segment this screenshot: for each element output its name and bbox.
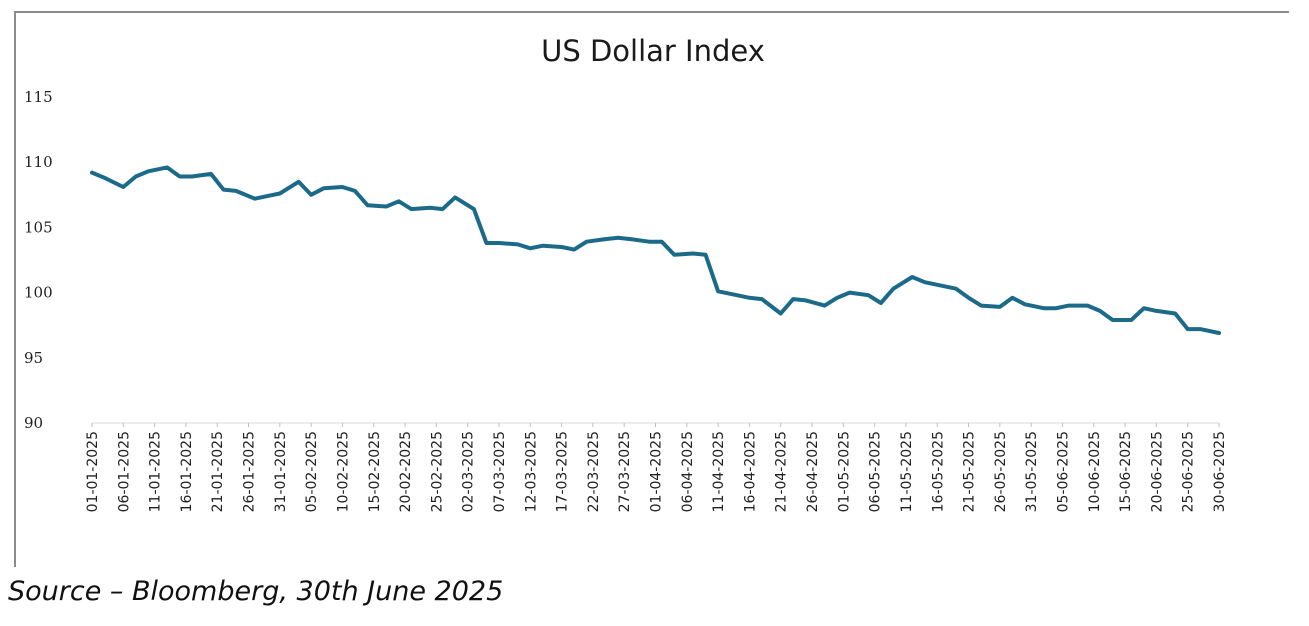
y-tick-label: 105: [24, 218, 53, 236]
chart-frame: US Dollar Index 90 95 100 105 110 115 01-01-2…: [14, 11, 1289, 567]
chart-title: US Dollar Index: [541, 34, 765, 68]
x-tick-label: 16-01-2025: [179, 431, 195, 512]
x-tick-label: 15-02-2025: [367, 431, 383, 512]
x-tick-label: 01-04-2025: [649, 431, 665, 512]
x-tick-label: 16-04-2025: [742, 431, 758, 512]
x-tick-label: 25-02-2025: [429, 431, 445, 512]
x-tick-label: 31-05-2025: [1024, 431, 1040, 512]
x-tick-label: 11-04-2025: [711, 431, 727, 512]
y-tick-label: 110: [24, 153, 53, 171]
x-tick-label: 06-05-2025: [868, 431, 884, 512]
x-tick-label: 12-03-2025: [523, 431, 539, 512]
x-tick-label: 21-04-2025: [774, 431, 790, 512]
chart-svg: US Dollar Index 90 95 100 105 110 115 01-01-2…: [24, 34, 1228, 512]
x-tick-label: 27-03-2025: [617, 431, 633, 512]
y-tick-label: 90: [24, 414, 43, 432]
x-tick-label: 11-01-2025: [148, 431, 164, 512]
x-tick-label: 21-05-2025: [962, 431, 978, 512]
x-tick-label: 30-06-2025: [1212, 431, 1228, 512]
x-tick-label: 10-06-2025: [1087, 431, 1103, 512]
series-group: [90, 165, 1221, 335]
x-tick-label: 31-01-2025: [273, 431, 289, 512]
x-tick-label: 11-05-2025: [899, 431, 915, 512]
x-tick-label: 15-06-2025: [1118, 431, 1134, 512]
x-tick-label: 10-02-2025: [335, 431, 351, 512]
x-tick-label: 26-01-2025: [242, 431, 258, 512]
y-tick-label: 100: [24, 284, 53, 302]
series-line: [90, 165, 1221, 335]
y-tick-label: 95: [24, 349, 43, 367]
x-tick-label: 06-04-2025: [680, 431, 696, 512]
x-tick-label: 25-06-2025: [1181, 431, 1197, 512]
x-tick-label: 17-03-2025: [555, 431, 571, 512]
x-tick-label: 16-05-2025: [930, 431, 946, 512]
x-tick-label: 22-03-2025: [586, 431, 602, 512]
x-tick-label: 02-03-2025: [461, 431, 477, 512]
x-tick-label: 01-01-2025: [85, 431, 101, 512]
x-tick-label: 20-02-2025: [398, 431, 414, 512]
x-tick-label: 05-06-2025: [1055, 431, 1071, 512]
x-tick-label: 26-04-2025: [805, 431, 821, 512]
x-tick-label: 21-01-2025: [210, 431, 226, 512]
x-tick-label: 20-06-2025: [1149, 431, 1165, 512]
x-tick-label: 05-02-2025: [304, 431, 320, 512]
x-tick-label: 26-05-2025: [993, 431, 1009, 512]
x-tick-label: 01-05-2025: [836, 431, 852, 512]
y-tick-label: 115: [24, 88, 53, 106]
x-tick-label: 06-01-2025: [116, 431, 132, 512]
x-tick-label: 07-03-2025: [492, 431, 508, 512]
x-axis-ticks: 01-01-2025 06-01-2025 11-01-2025 16-01-2025…: [85, 423, 1228, 512]
source-note: Source – Bloomberg, 30th June 2025: [8, 576, 504, 607]
y-axis-ticks: 90 95 100 105 110 115: [24, 88, 53, 432]
